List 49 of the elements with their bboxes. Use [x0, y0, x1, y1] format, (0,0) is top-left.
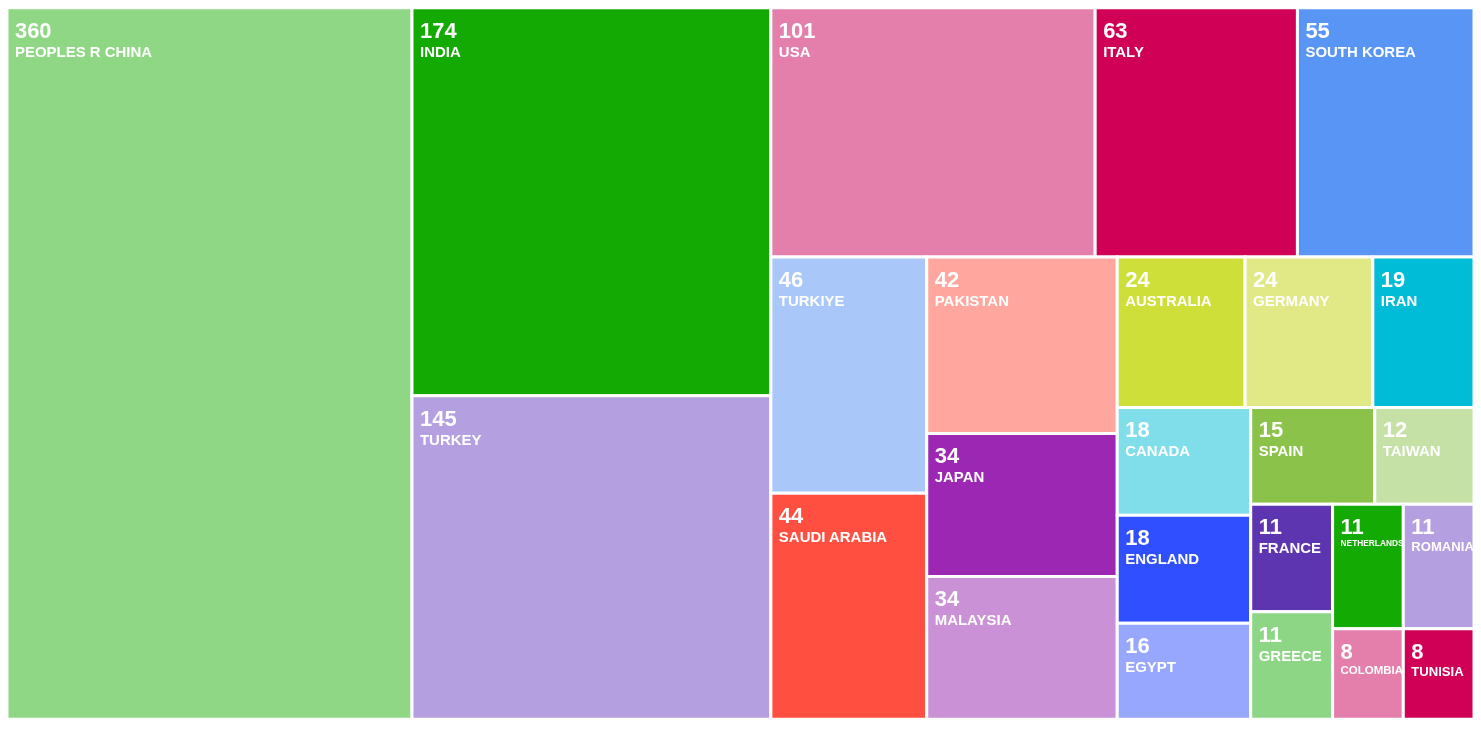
data-label: 360	[14, 17, 52, 43]
category-label: USA	[778, 42, 811, 60]
category-label: INDIA	[419, 42, 461, 60]
category-label: MALAYSIA	[934, 611, 1012, 629]
data-label: 16	[1125, 633, 1150, 659]
data-label: 12	[1382, 417, 1408, 443]
data-label: 18	[1125, 417, 1150, 443]
category-label: FRANCE	[1258, 539, 1322, 557]
data-label: 34	[934, 443, 960, 469]
category-label: TURKIYE	[778, 291, 845, 309]
data-label: 34	[934, 586, 960, 612]
category-label: GREECE	[1258, 646, 1322, 664]
data-label: 145	[419, 405, 457, 431]
data-label: 15	[1258, 417, 1284, 443]
category-label: CANADA	[1125, 442, 1191, 460]
category-label: SPAIN	[1258, 442, 1304, 460]
data-label: 24	[1253, 266, 1279, 292]
data-label: 24	[1125, 266, 1151, 292]
category-label: TAIWAN	[1382, 442, 1441, 460]
data-label: 63	[1103, 17, 1128, 43]
category-label: PAKISTAN	[934, 291, 1009, 309]
category-label: TURKEY	[419, 430, 482, 448]
data-label: 44	[778, 503, 805, 529]
data-label: 42	[934, 266, 960, 292]
data-label: 174	[419, 17, 458, 43]
data-label: 11	[1258, 514, 1282, 540]
data-label: 19	[1380, 266, 1406, 292]
category-label: TUNISIA	[1411, 663, 1465, 679]
data-label: 8	[1411, 638, 1424, 664]
data-label: 11	[1340, 514, 1364, 540]
category-label: EGYPT	[1125, 658, 1176, 676]
category-label: SAUDI ARABIA	[778, 528, 888, 546]
category-label: JAPAN	[934, 468, 985, 486]
data-label: 11	[1258, 621, 1282, 647]
category-label: AUSTRALIA	[1125, 291, 1212, 309]
category-label: ENGLAND	[1125, 550, 1200, 568]
data-label: 18	[1125, 525, 1150, 551]
data-label: 101	[778, 17, 816, 43]
data-label: 46	[778, 266, 804, 292]
category-label: IRAN	[1380, 291, 1418, 309]
data-label: 8	[1340, 638, 1353, 664]
data-label: 55	[1305, 17, 1330, 43]
category-label: ITALY	[1103, 42, 1144, 60]
category-label: GERMANY	[1253, 291, 1330, 309]
data-label: 11	[1411, 514, 1435, 540]
category-label: PEOPLES R CHINA	[14, 42, 153, 60]
category-label: ROMANIA	[1411, 539, 1475, 555]
category-label: SOUTH KOREA	[1305, 42, 1417, 60]
category-label: COLOMBIA	[1340, 664, 1404, 677]
